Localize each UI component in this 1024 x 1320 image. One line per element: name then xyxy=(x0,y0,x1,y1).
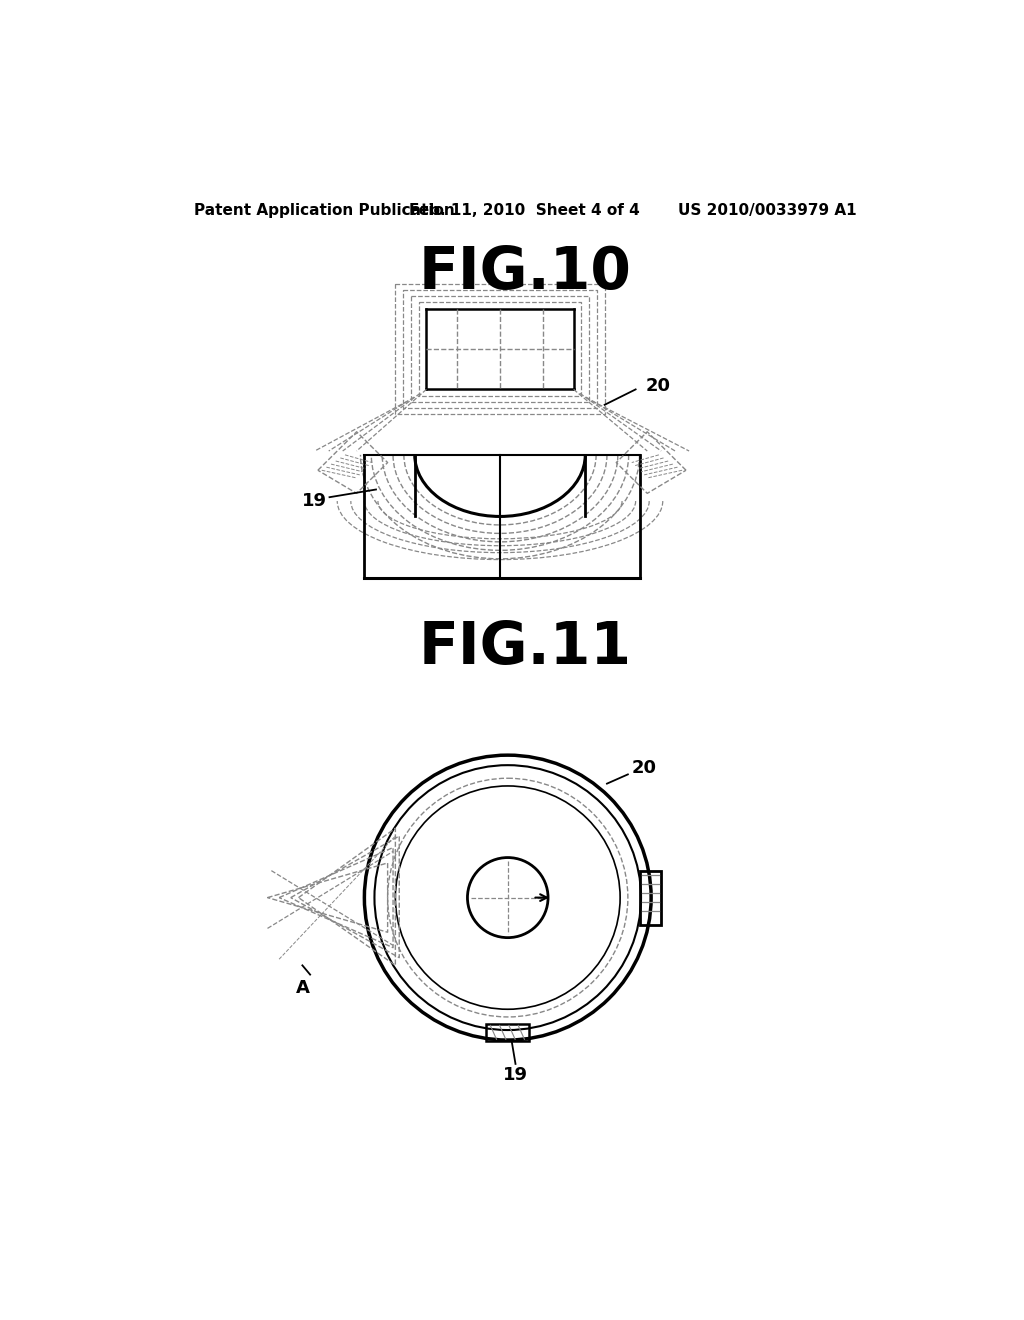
Text: FIG.10: FIG.10 xyxy=(419,244,631,301)
Text: Patent Application Publication: Patent Application Publication xyxy=(194,203,455,218)
Text: Feb. 11, 2010  Sheet 4 of 4: Feb. 11, 2010 Sheet 4 of 4 xyxy=(410,203,640,218)
Bar xyxy=(640,871,662,924)
Text: FIG.11: FIG.11 xyxy=(418,619,632,676)
Text: US 2010/0033979 A1: US 2010/0033979 A1 xyxy=(678,203,856,218)
Bar xyxy=(486,1024,529,1040)
Text: 19: 19 xyxy=(503,1067,528,1085)
Text: 19: 19 xyxy=(301,492,327,510)
Text: 20: 20 xyxy=(646,376,671,395)
Text: A: A xyxy=(296,979,309,998)
Text: 20: 20 xyxy=(632,759,656,777)
